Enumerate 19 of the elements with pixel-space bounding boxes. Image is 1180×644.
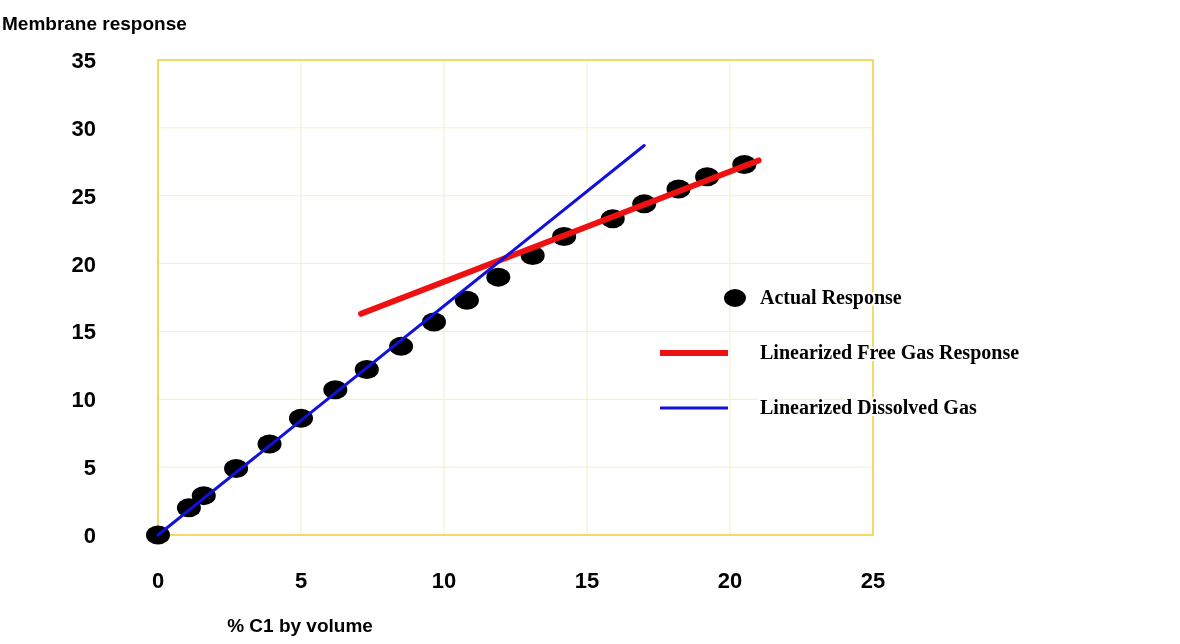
y-tick-label: 10: [71, 387, 96, 413]
x-tick-label: 25: [860, 568, 886, 593]
point: [486, 267, 511, 287]
y-tick-label: 15: [71, 319, 96, 345]
y-axis-title: Membrane response: [2, 13, 187, 34]
x-tick-label: 10: [431, 568, 457, 593]
y-tick-label: 35: [71, 48, 96, 73]
x-tick-label: 15: [574, 568, 600, 593]
y-tick-label: 5: [83, 455, 96, 481]
y-tick-label: 20: [71, 251, 96, 277]
x-tick-label: 5: [294, 568, 308, 593]
x-tick-label: 20: [717, 568, 743, 593]
x-tick-label: 0: [151, 568, 165, 593]
y-tick-label: 25: [71, 183, 96, 209]
y-tick-label: 0: [83, 523, 96, 548]
point: [146, 525, 170, 545]
y-tick-label: 30: [71, 115, 96, 141]
x-axis-title: % C1 by volume: [227, 615, 373, 636]
point: [454, 290, 479, 310]
